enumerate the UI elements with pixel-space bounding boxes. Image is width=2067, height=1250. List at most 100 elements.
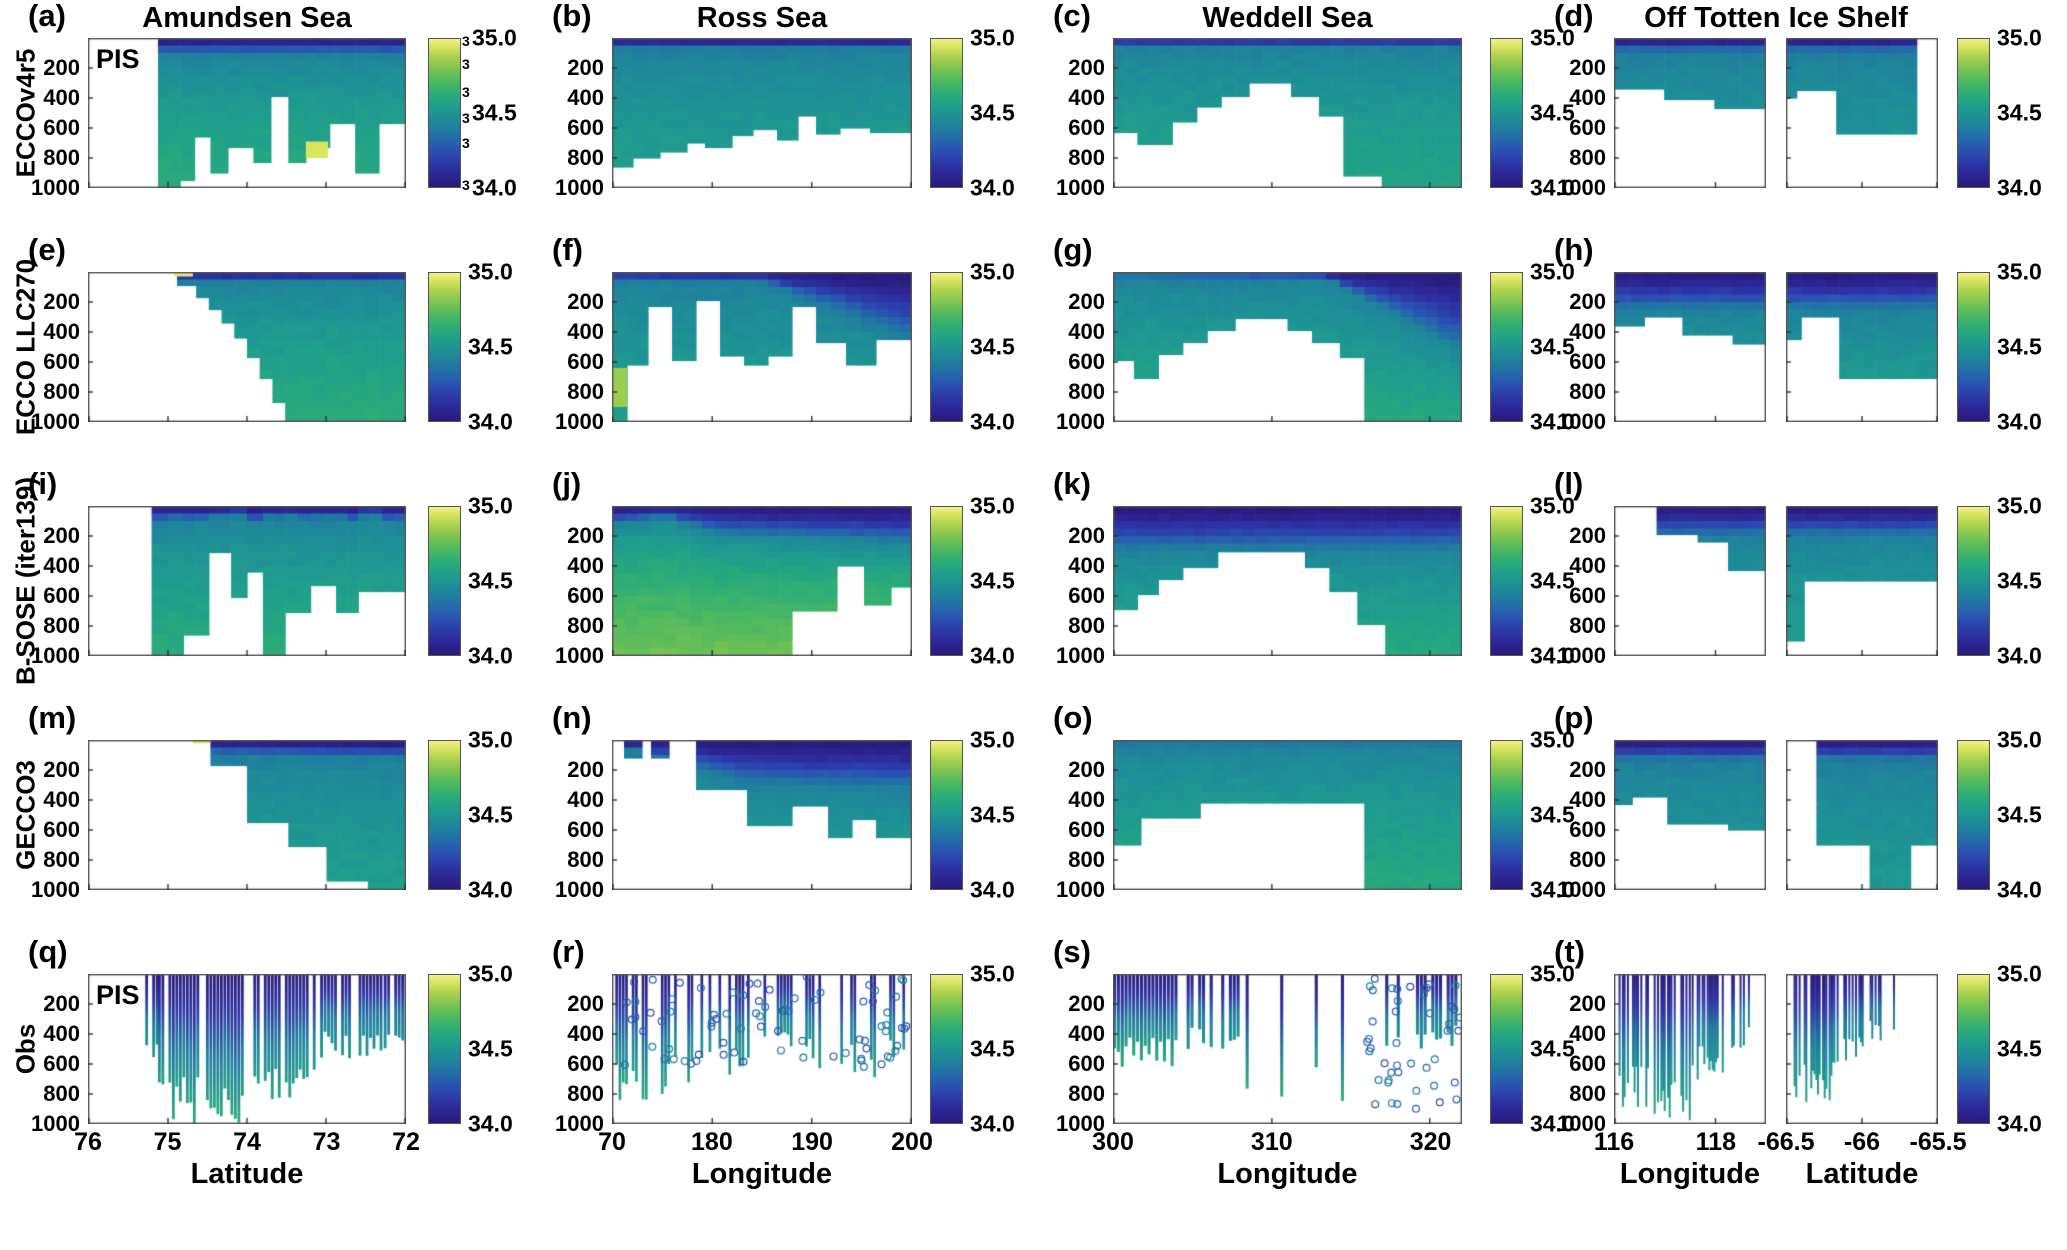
- colorbar: [1957, 506, 1990, 656]
- x-tick-label: 74: [233, 1128, 261, 1156]
- colorbar-tick-label: 34.0: [1530, 1110, 1575, 1137]
- colorbar-tick-label: 34.0: [1530, 642, 1575, 669]
- colorbar: [1957, 974, 1990, 1124]
- colorbar-tick-label: 34.5: [1997, 1035, 2042, 1062]
- y-tick-label: 800: [43, 613, 80, 638]
- y-tick-label: 600: [567, 583, 604, 608]
- colorbar-tick-label: 34.5: [970, 1035, 1015, 1062]
- y-tick-label: 400: [43, 787, 80, 812]
- y-tick-label: 200: [43, 523, 80, 548]
- y-tick-label: 400: [1569, 787, 1606, 812]
- colorbar-tick-label: 34.0: [1997, 642, 2042, 669]
- y-tick-label: 800: [1068, 1081, 1105, 1106]
- panel-letter: (d): [1554, 0, 1594, 33]
- y-tick-label: 400: [1569, 319, 1606, 344]
- colorbar: [1957, 272, 1990, 422]
- heatmap-canvas-h-1: [1614, 272, 1766, 422]
- x-axis-label: Latitude: [1805, 1158, 1919, 1190]
- y-tick-label: 800: [43, 1081, 80, 1106]
- colorbar-tick-label: 35.0: [1997, 24, 2042, 51]
- y-tick-label: 200: [567, 289, 604, 314]
- y-tick-label: 200: [1068, 757, 1105, 782]
- y-tick-label: 600: [1569, 115, 1606, 140]
- y-tick-label: 1000: [1056, 643, 1105, 668]
- x-tick-label: -66: [1843, 1128, 1881, 1156]
- x-tick-label: 320: [1409, 1128, 1452, 1156]
- colorbar: [930, 974, 963, 1124]
- colorbar: [930, 38, 963, 188]
- heatmap-canvas-k: [1113, 506, 1462, 656]
- y-tick-label: 200: [1068, 55, 1105, 80]
- y-tick-label: 800: [1569, 613, 1606, 638]
- colorbar-tick-label: 34.0: [468, 876, 513, 903]
- y-tick-label: 600: [567, 1051, 604, 1076]
- heatmap-canvas-h-2: [1786, 272, 1938, 422]
- colorbar-tick-label: 35.0: [1997, 960, 2042, 987]
- y-tick-label: 600: [43, 115, 80, 140]
- y-tick-label: 800: [1068, 379, 1105, 404]
- y-tick-label: 600: [1569, 583, 1606, 608]
- heatmap-canvas-t-1: [1614, 974, 1766, 1124]
- y-tick-label: 200: [1569, 55, 1606, 80]
- colorbar-minor-label: 3: [462, 135, 470, 151]
- colorbar: [1490, 38, 1523, 188]
- y-tick-label: 400: [1569, 85, 1606, 110]
- colorbar-tick-label: 34.0: [970, 1110, 1015, 1137]
- panel-letter: (i): [28, 466, 58, 501]
- heatmap-canvas-e: [88, 272, 406, 422]
- y-tick-label: 1000: [1056, 175, 1105, 200]
- heatmap-canvas-g: [1113, 272, 1462, 422]
- x-tick-label: 75: [153, 1128, 182, 1156]
- y-tick-label: 800: [43, 145, 80, 170]
- y-tick-label: 200: [567, 523, 604, 548]
- colorbar-tick-label: 35.0: [468, 960, 513, 987]
- heatmap-canvas-m: [88, 740, 406, 890]
- colorbar-tick-label: 35.0: [1997, 492, 2042, 519]
- y-tick-label: 200: [1068, 289, 1105, 314]
- colorbar-tick-label: 34.5: [1997, 99, 2042, 126]
- y-tick-label: 400: [43, 85, 80, 110]
- y-tick-label: 200: [567, 757, 604, 782]
- x-tick-label: 200: [891, 1128, 933, 1156]
- colorbar-tick-label: 34.5: [468, 1035, 513, 1062]
- colorbar-minor-label: 3: [462, 33, 470, 49]
- y-tick-label: 1000: [1557, 877, 1606, 902]
- colorbar: [428, 740, 461, 890]
- colorbar-tick-label: 34.0: [1997, 174, 2042, 201]
- colorbar-tick-label: 34.0: [472, 174, 517, 201]
- colorbar-minor-label: 3: [462, 84, 470, 100]
- y-tick-label: 600: [1068, 817, 1105, 842]
- colorbar-tick-label: 35.0: [970, 492, 1015, 519]
- panel-letter: (g): [1053, 232, 1093, 267]
- colorbar-tick-label: 34.5: [468, 333, 513, 360]
- heatmap-canvas-a: [88, 38, 406, 188]
- y-tick-label: 1000: [555, 1111, 604, 1136]
- colorbar-minor-label: 3: [462, 177, 470, 193]
- colorbar-tick-label: 35.0: [1997, 258, 2042, 285]
- column-title-4: Off Totten Ice Shelf: [1644, 2, 1908, 34]
- colorbar: [428, 974, 461, 1124]
- y-tick-label: 800: [1068, 613, 1105, 638]
- colorbar: [1490, 974, 1523, 1124]
- y-tick-label: 1000: [555, 643, 604, 668]
- colorbar-tick-label: 35.0: [1530, 492, 1575, 519]
- colorbar-minor-label: 3: [462, 109, 470, 126]
- colorbar-tick-label: 34.5: [970, 801, 1015, 828]
- x-tick-label: 76: [74, 1128, 102, 1156]
- panel-letter: (k): [1053, 466, 1091, 501]
- colorbar-tick-label: 34.5: [468, 567, 513, 594]
- y-tick-label: 200: [1569, 523, 1606, 548]
- panel-letter: (c): [1053, 0, 1091, 33]
- colorbar: [1490, 740, 1523, 890]
- panel-letter: (s): [1053, 934, 1091, 969]
- colorbar: [1490, 272, 1523, 422]
- colorbar-tick-label: 34.5: [468, 801, 513, 828]
- y-tick-label: 600: [567, 349, 604, 374]
- colorbar-tick-label: 35.0: [468, 258, 513, 285]
- colorbar-tick-label: 34.5: [970, 567, 1015, 594]
- y-tick-label: 1000: [1557, 175, 1606, 200]
- heatmap-canvas-p-2: [1786, 740, 1938, 890]
- column-title-3: Weddell Sea: [1202, 2, 1373, 34]
- heatmap-canvas-d-1: [1614, 38, 1766, 188]
- y-tick-label: 400: [1569, 1021, 1606, 1046]
